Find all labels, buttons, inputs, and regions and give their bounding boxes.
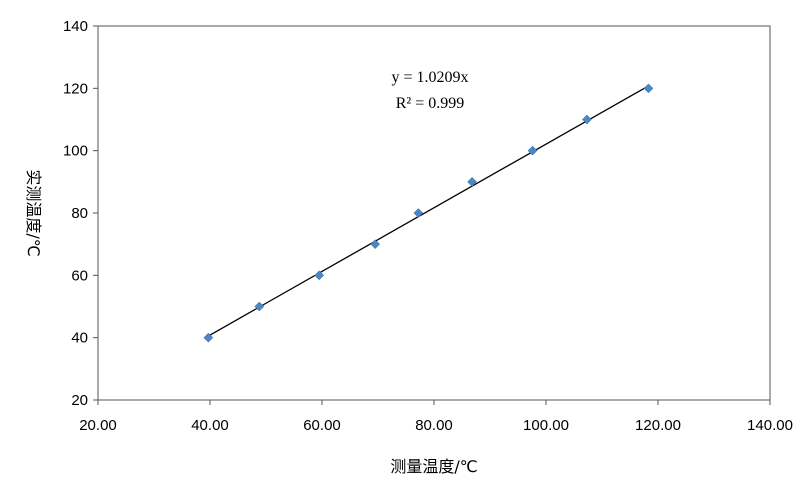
data-points bbox=[203, 83, 654, 343]
y-tick-label: 120 bbox=[63, 80, 88, 97]
y-axis-title: 实测温度/℃ bbox=[24, 169, 43, 256]
x-tick-label: 140.00 bbox=[747, 417, 793, 434]
y-tick-label: 100 bbox=[63, 143, 88, 160]
x-tick-label: 100.00 bbox=[523, 417, 569, 434]
data-point bbox=[643, 83, 654, 94]
data-point bbox=[467, 176, 477, 187]
x-axis: 20.00 40.00 60.00 80.00 100.00 120.00 140.00 bbox=[79, 400, 793, 434]
y-tick-label: 40 bbox=[71, 330, 88, 347]
trendline-equation: y = 1.0209x bbox=[391, 69, 468, 86]
x-tick-label: 80.00 bbox=[415, 417, 453, 434]
y-tick-label: 80 bbox=[71, 205, 88, 222]
data-point bbox=[203, 332, 214, 343]
x-tick-label: 60.00 bbox=[303, 417, 341, 434]
y-axis: 20 40 60 80 100 120 140 bbox=[63, 18, 98, 409]
x-tick-label: 20.00 bbox=[79, 417, 117, 434]
x-tick-label: 40.00 bbox=[191, 417, 229, 434]
trendline bbox=[207, 85, 649, 337]
data-point bbox=[582, 114, 592, 125]
data-point bbox=[527, 145, 538, 156]
data-point bbox=[314, 270, 325, 281]
y-tick-label: 60 bbox=[71, 267, 88, 284]
y-tick-label: 140 bbox=[63, 18, 88, 35]
x-axis-title: 测量温度/℃ bbox=[390, 457, 477, 476]
data-point bbox=[413, 208, 424, 218]
y-tick-label: 20 bbox=[71, 392, 88, 409]
data-point bbox=[370, 239, 381, 250]
x-tick-label: 120.00 bbox=[635, 417, 681, 434]
data-point bbox=[254, 301, 265, 312]
r-squared-label: R² = 0.999 bbox=[396, 95, 465, 112]
